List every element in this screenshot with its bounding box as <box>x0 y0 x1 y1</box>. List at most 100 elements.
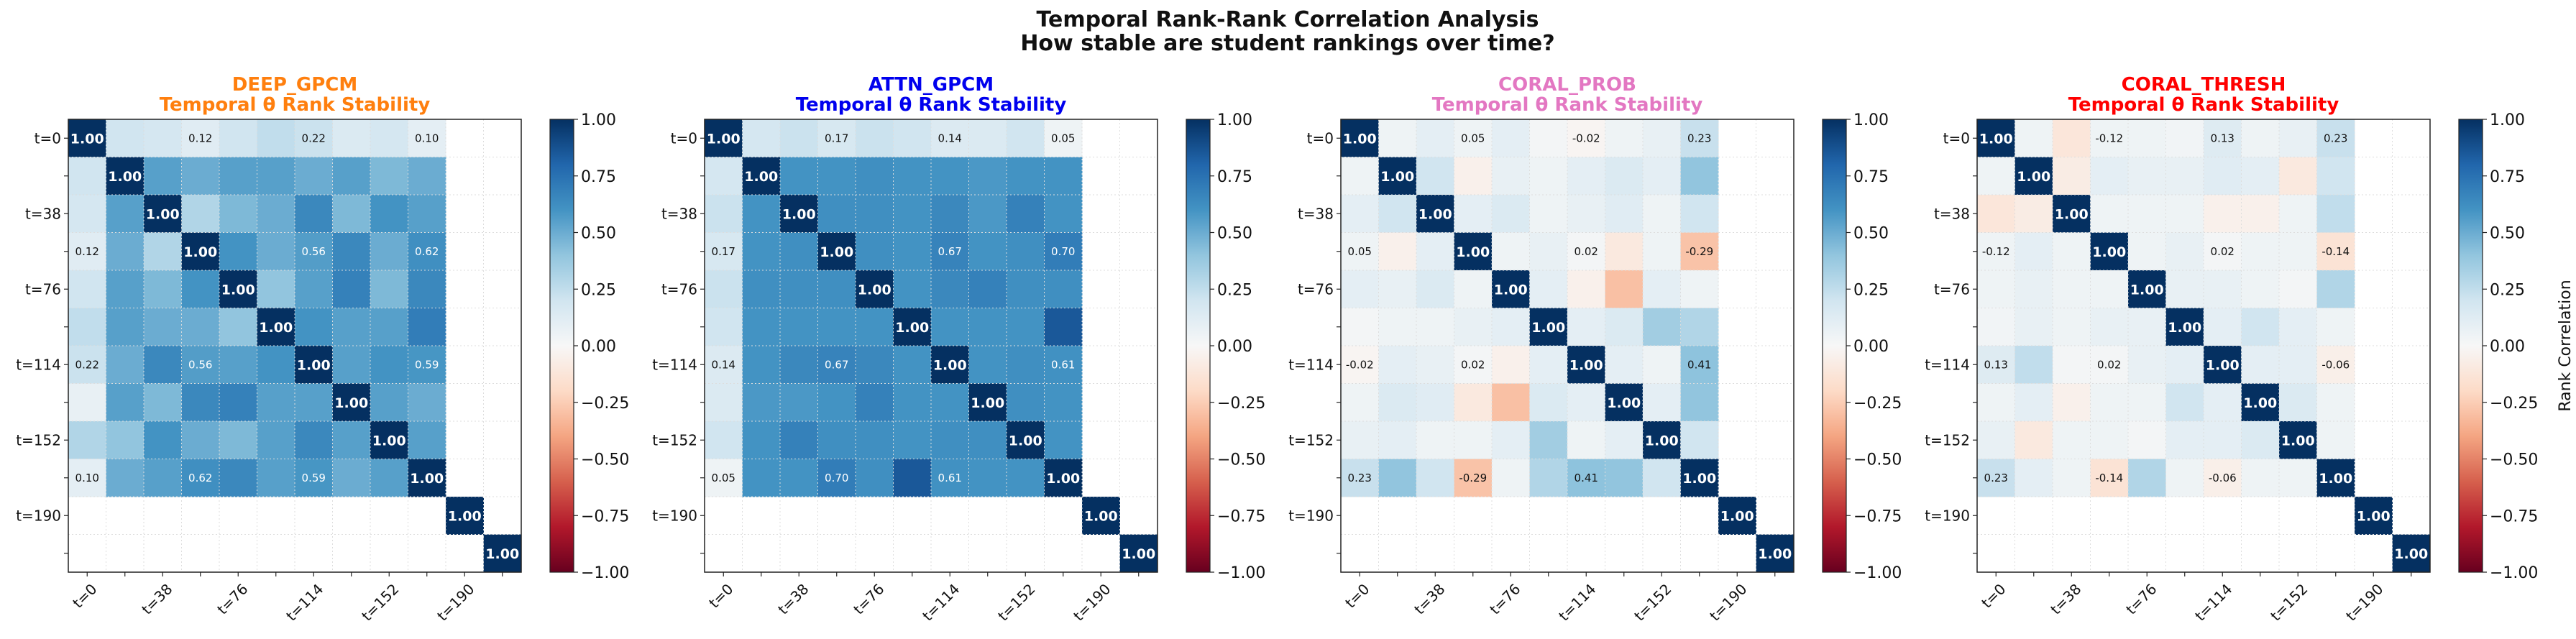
heatmap-cell <box>219 119 257 157</box>
heatmap-cell <box>332 459 371 497</box>
heatmap-cell <box>181 346 220 384</box>
heatmap-cell <box>893 459 932 497</box>
heatmap-cell <box>856 459 894 497</box>
heatmap-cell <box>968 459 1007 497</box>
heatmap-cell <box>144 383 182 422</box>
heatmap-cell <box>408 308 446 346</box>
heatmap-cell <box>2241 421 2280 459</box>
heatmap-cell <box>1567 270 1605 308</box>
heatmap-cell <box>856 346 894 384</box>
heatmap-cell <box>2014 383 2053 422</box>
heatmap-cell <box>2392 534 2431 573</box>
x-tick-label: t=0 <box>1342 580 1372 611</box>
heatmap-cell <box>742 346 781 384</box>
heatmap-cell <box>780 195 818 233</box>
heatmap-cell <box>144 270 182 308</box>
y-tick-label: t=38 <box>1298 205 1334 222</box>
heatmap-cell <box>1416 421 1454 459</box>
colorbar <box>549 119 574 573</box>
diagonal-value-label: 1.00 <box>744 169 778 185</box>
heatmap-cell <box>2165 346 2204 384</box>
heatmap-cell <box>68 232 106 271</box>
cell-value-label: 0.13 <box>1984 358 2008 371</box>
heatmap-cell <box>1567 308 1605 346</box>
heatmap-cell <box>2241 270 2280 308</box>
heatmap-cell <box>1680 346 1719 384</box>
diagonal-value-label: 1.00 <box>1645 433 1679 449</box>
heatmap-cell <box>408 232 446 271</box>
heatmap-cell <box>968 195 1007 233</box>
y-tick-label: t=38 <box>1934 205 1970 222</box>
cell-value-label: -0.06 <box>2321 358 2350 371</box>
heatmap-cell <box>2316 195 2355 233</box>
diagonal-value-label: 1.00 <box>1607 395 1641 411</box>
heatmap-cell <box>1454 119 1493 157</box>
heatmap-cell <box>2204 232 2242 271</box>
heatmap-cell <box>2165 308 2204 346</box>
heatmap-cell <box>1680 232 1719 271</box>
diagonal-value-label: 1.00 <box>1380 169 1414 185</box>
heatmap-cell <box>893 232 932 271</box>
cell-value-label: 0.41 <box>1575 472 1598 484</box>
cell-value-label: -0.14 <box>2321 245 2350 258</box>
heatmap-cell <box>1007 308 1045 346</box>
x-tick-label: t=152 <box>358 580 402 624</box>
heatmap-cell <box>2165 157 2204 196</box>
panel-title: ATTN_GPCM <box>868 74 994 96</box>
diagonal-value-label: 1.00 <box>1494 282 1528 298</box>
heatmap-cell <box>931 383 969 422</box>
heatmap-cell <box>295 195 333 233</box>
heatmap-cell <box>408 270 446 308</box>
heatmap-cell <box>817 232 856 271</box>
heatmap-cell <box>106 157 145 196</box>
y-tick-label: t=190 <box>652 507 697 524</box>
heatmap-cell <box>106 383 145 422</box>
heatmap-cell <box>144 195 182 233</box>
heatmap-cell <box>408 459 446 497</box>
heatmap-cell <box>705 346 743 384</box>
heatmap-cell <box>2014 308 2053 346</box>
heatmap-cell <box>1044 459 1083 497</box>
heatmap-cell <box>1643 421 1681 459</box>
heatmap-cell <box>968 232 1007 271</box>
heatmap-cell <box>2128 195 2166 233</box>
diagonal-value-label: 1.00 <box>2357 508 2391 524</box>
x-tick-label: t=76 <box>850 580 887 617</box>
y-tick-label: t=190 <box>1925 507 1970 524</box>
heatmap-cell <box>2090 119 2129 157</box>
heatmap-cell <box>68 421 106 459</box>
heatmap-cell <box>295 157 333 196</box>
heatmap-cell <box>2053 119 2091 157</box>
heatmap-cell <box>780 157 818 196</box>
heatmap-cell <box>705 383 743 422</box>
diagonal-value-label: 1.00 <box>1531 320 1565 336</box>
heatmap-cell <box>742 270 781 308</box>
diagonal-value-label: 1.00 <box>1682 471 1716 487</box>
heatmap-cell <box>931 459 969 497</box>
heatmap-cell <box>2090 157 2129 196</box>
heatmap-cell <box>295 270 333 308</box>
heatmap-cell <box>2053 421 2091 459</box>
heatmap-cell <box>1492 421 1530 459</box>
heatmap-cell <box>931 119 969 157</box>
heatmap-cell <box>1977 308 2015 346</box>
colorbar-tick-label: 0.25 <box>581 281 616 299</box>
heatmap-cell <box>2165 459 2204 497</box>
cell-value-label: 0.56 <box>302 245 326 258</box>
heatmap-cell <box>856 157 894 196</box>
heatmap-cell <box>1529 421 1568 459</box>
heatmap-cell <box>2128 232 2166 271</box>
heatmap-cell <box>968 119 1007 157</box>
heatmap-cell <box>780 308 818 346</box>
heatmap-cell <box>780 383 818 422</box>
heatmap-cell <box>2128 421 2166 459</box>
heatmap-cell <box>1378 157 1417 196</box>
heatmap-cell <box>856 270 894 308</box>
heatmap-cell <box>1492 157 1530 196</box>
colorbar-tick-label: −1.00 <box>1853 564 1902 582</box>
colorbar-tick-label: 0.75 <box>1853 168 1889 186</box>
heatmap-cell <box>968 383 1007 422</box>
diagonal-value-label: 1.00 <box>2130 282 2164 298</box>
heatmap-cell <box>2053 383 2091 422</box>
